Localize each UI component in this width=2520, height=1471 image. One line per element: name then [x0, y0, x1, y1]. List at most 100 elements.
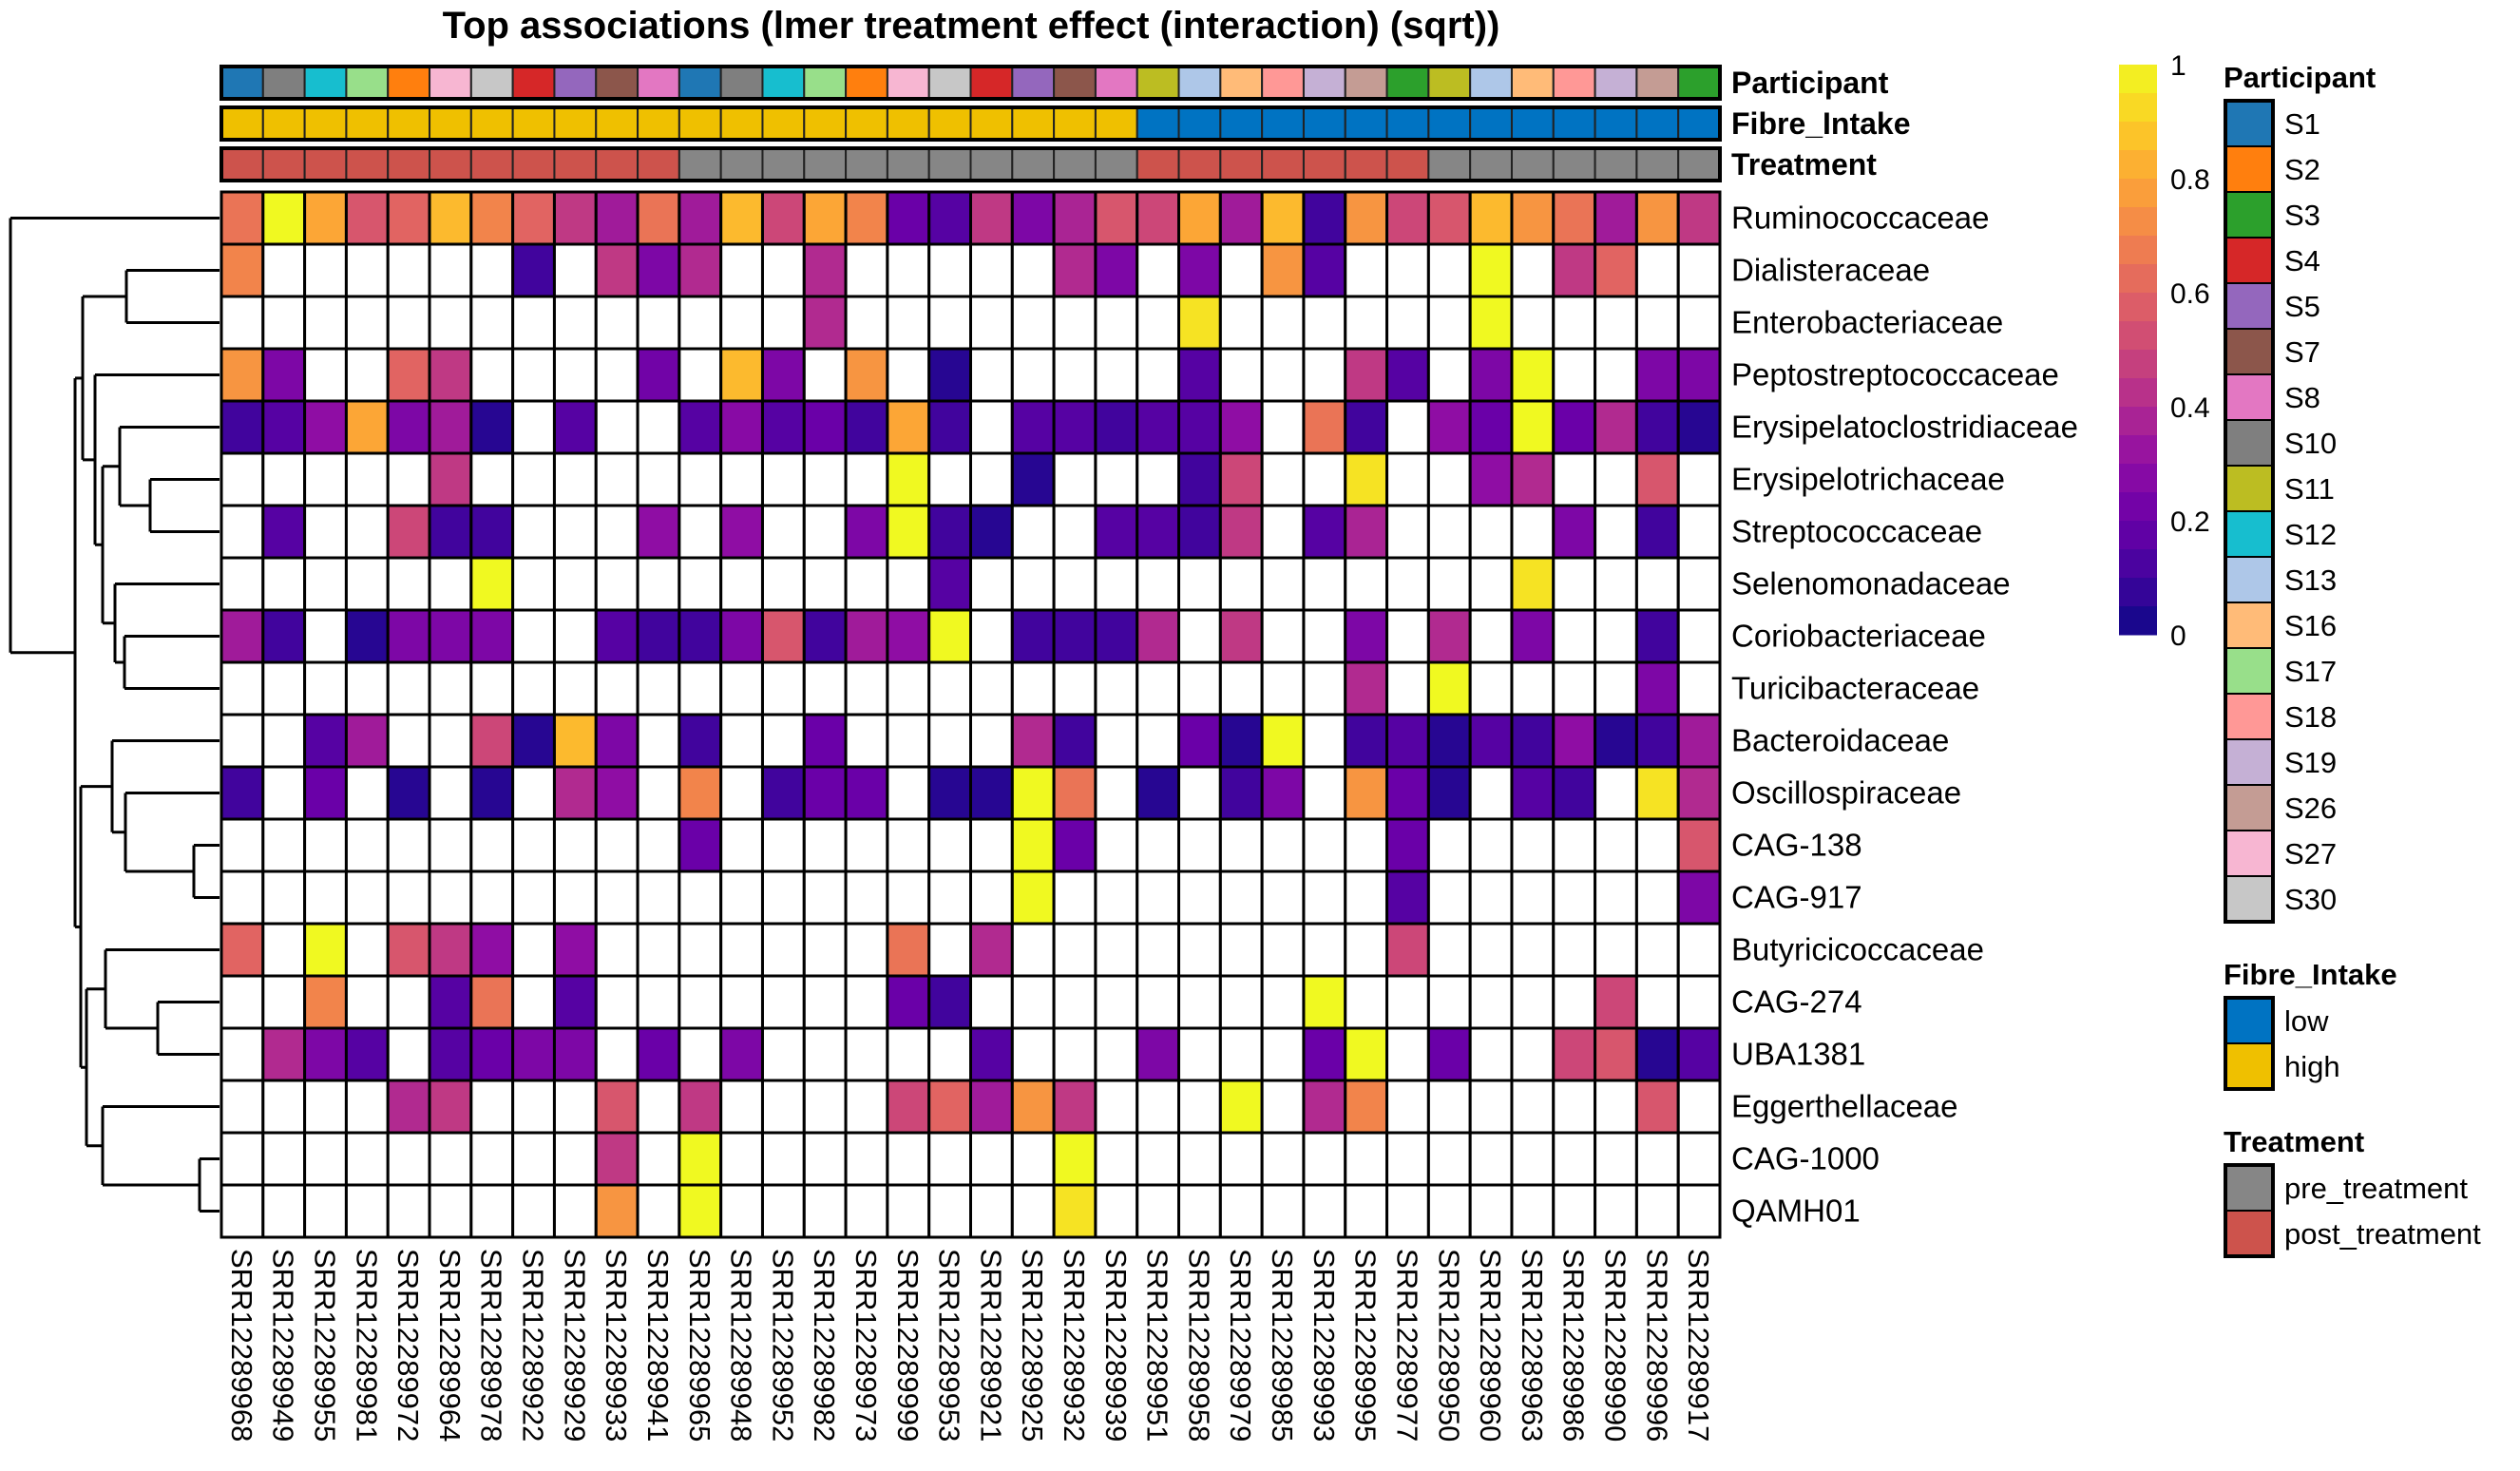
heatmap-cell: [1302, 1183, 1347, 1239]
heatmap-cell: [261, 660, 307, 716]
heatmap-cell: [1510, 242, 1556, 298]
heatmap-cell: [760, 190, 806, 246]
heatmap-cell: [1260, 869, 1306, 926]
heatmap-cell: [844, 1026, 889, 1082]
heatmap-cell: [969, 347, 1014, 403]
heatmap-cell: [1094, 660, 1139, 716]
heatmap-cell: [1177, 295, 1222, 351]
heatmap-cell: [220, 347, 265, 403]
heatmap-cell: [261, 242, 307, 298]
heatmap-cell: [927, 660, 973, 716]
heatmap-cell: [261, 974, 307, 1030]
heatmap-cell: [511, 713, 556, 769]
legend-swatch: [2224, 510, 2274, 558]
heatmap-cell: [1552, 504, 1597, 560]
heatmap-cell: [1218, 765, 1264, 821]
annotation-cell: [1094, 147, 1138, 181]
annotation-cell: [1510, 147, 1555, 181]
heatmap-cell: [1510, 713, 1556, 769]
annotation-labels: Participant Fibre_Intake Treatment: [1731, 66, 1911, 181]
heatmap-cell: [1218, 1026, 1264, 1082]
heatmap-cell: [1552, 1079, 1597, 1135]
heatmap-cell: [719, 765, 764, 821]
legend-swatch-border: [2224, 99, 2275, 924]
heatmap-cell: [261, 399, 307, 455]
legend-label: S5: [2284, 290, 2320, 323]
heatmap-cell: [678, 190, 723, 246]
heatmap-cell: [1260, 1183, 1306, 1239]
heatmap-cell: [1260, 295, 1306, 351]
annotation-cell: [1385, 106, 1430, 141]
heatmap-cell: [344, 608, 390, 664]
column-label: SRR12289993: [1308, 1249, 1341, 1442]
heatmap-cell: [1302, 869, 1347, 926]
heatmap-cell: [1676, 1183, 1722, 1239]
colorbar-segment: [2119, 606, 2157, 636]
heatmap-cell: [1136, 1131, 1181, 1187]
heatmap-cell: [386, 869, 431, 926]
heatmap-cell: [1302, 556, 1347, 612]
heatmap-cell: [220, 451, 265, 507]
heatmap-cell: [1510, 295, 1556, 351]
heatmap-cell: [1136, 1079, 1181, 1135]
legend-label: S7: [2284, 335, 2320, 369]
heatmap-cell: [1594, 713, 1638, 769]
heatmap-cell: [1634, 1079, 1680, 1135]
legend-swatch: [2224, 830, 2274, 877]
heatmap-cell: [1468, 1131, 1514, 1187]
heatmap-cell: [552, 399, 598, 455]
heatmap-cell: [844, 556, 889, 612]
heatmap-cell: [802, 1079, 848, 1135]
heatmap-cell: [1426, 1079, 1472, 1135]
legend-label: S12: [2284, 518, 2337, 551]
heatmap-cell: [1094, 242, 1139, 298]
heatmap-cell: [1344, 713, 1389, 769]
heatmap-cell: [594, 817, 640, 873]
heatmap-cell: [1052, 713, 1098, 769]
heatmap-cell: [1385, 660, 1430, 716]
legend-swatch: [2224, 100, 2274, 147]
heatmap-cell: [1136, 713, 1181, 769]
heatmap-cell: [469, 295, 515, 351]
heatmap-cell: [1052, 1183, 1098, 1239]
heatmap-cell: [303, 399, 348, 455]
heatmap-cell: [1177, 608, 1222, 664]
heatmap-cell: [1594, 190, 1638, 246]
heatmap-cell: [1094, 347, 1139, 403]
heatmap-cell: [1177, 1026, 1222, 1082]
heatmap-cell: [261, 556, 307, 612]
heatmap-cell: [1302, 608, 1347, 664]
annotation-cell: [719, 106, 764, 141]
heatmap-cell: [1260, 1026, 1306, 1082]
row-label: Turicibacteraceae: [1731, 671, 1979, 706]
heatmap-cell: [1260, 347, 1306, 403]
heatmap-cell: [261, 922, 307, 978]
heatmap-cell: [552, 713, 598, 769]
heatmap-cell: [1676, 765, 1722, 821]
heatmap-cell: [303, 713, 348, 769]
colorbar-tick-label: 0.6: [2170, 278, 2210, 310]
heatmap-cell: [469, 608, 515, 664]
heatmap-cell: [1552, 556, 1597, 612]
heatmap-cell: [511, 1079, 556, 1135]
heatmap-cell: [511, 190, 556, 246]
colorbar-segment: [2119, 492, 2157, 522]
heatmap-cell: [844, 817, 889, 873]
heatmap-cell: [1136, 556, 1181, 612]
heatmap-cell: [636, 399, 681, 455]
heatmap-cell: [760, 556, 806, 612]
heatmap-cell: [1094, 556, 1139, 612]
column-label: SRR12289925: [1016, 1249, 1049, 1442]
heatmap-cell: [1634, 451, 1680, 507]
annotation-cell: [429, 147, 472, 181]
colorbar-segment: [2119, 293, 2157, 322]
heatmap-cell: [927, 713, 973, 769]
heatmap-cell: [220, 765, 265, 821]
row-label: Dialisteraceae: [1731, 253, 1930, 288]
heatmap-cell: [1385, 190, 1430, 246]
heatmap-cell: [927, 451, 973, 507]
heatmap-cell: [678, 713, 723, 769]
heatmap-cell: [719, 922, 764, 978]
annotation-cell: [803, 66, 848, 100]
heatmap-cell: [261, 765, 307, 821]
